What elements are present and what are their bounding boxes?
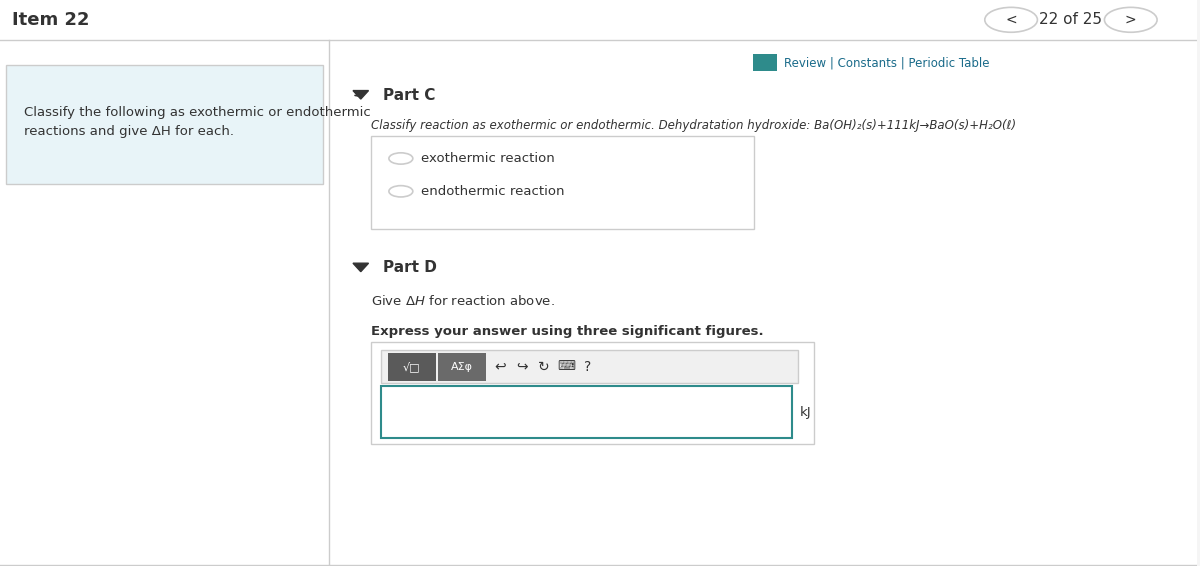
Text: ↩: ↩ — [494, 360, 506, 374]
Text: Item 22: Item 22 — [12, 11, 90, 29]
FancyBboxPatch shape — [380, 386, 792, 438]
Text: endothermic reaction: endothermic reaction — [421, 185, 565, 198]
Text: ↪: ↪ — [516, 360, 528, 374]
Text: Review | Constants | Periodic Table: Review | Constants | Periodic Table — [784, 57, 989, 69]
Text: ⌨: ⌨ — [557, 361, 575, 373]
Text: kJ: kJ — [799, 406, 811, 418]
Polygon shape — [353, 263, 368, 272]
Text: <: < — [1006, 13, 1016, 27]
Text: >: > — [1124, 13, 1136, 27]
FancyBboxPatch shape — [371, 136, 754, 229]
FancyBboxPatch shape — [438, 353, 486, 381]
Text: 22 of 25: 22 of 25 — [1039, 12, 1103, 27]
Text: √□: √□ — [403, 362, 420, 372]
Text: Part C: Part C — [383, 88, 436, 102]
FancyBboxPatch shape — [371, 342, 814, 444]
Text: exothermic reaction: exothermic reaction — [421, 152, 554, 165]
Text: Classify the following as exothermic or endothermic
reactions and give ΔH for ea: Classify the following as exothermic or … — [24, 106, 371, 138]
Text: Express your answer using three significant figures.: Express your answer using three signific… — [371, 325, 763, 337]
Polygon shape — [353, 91, 368, 99]
Text: Give $\Delta H$ for reaction above.: Give $\Delta H$ for reaction above. — [371, 294, 554, 308]
FancyBboxPatch shape — [752, 54, 776, 71]
Text: Classify reaction as exothermic or endothermic. Dehydratation hydroxide: Ba(OH)₂: Classify reaction as exothermic or endot… — [371, 119, 1016, 132]
Text: ↻: ↻ — [538, 360, 550, 374]
Text: ?: ? — [584, 360, 592, 374]
FancyBboxPatch shape — [388, 353, 436, 381]
Text: ΑΣφ: ΑΣφ — [451, 362, 473, 372]
FancyBboxPatch shape — [380, 350, 798, 383]
FancyBboxPatch shape — [6, 65, 323, 184]
Text: Part D: Part D — [383, 260, 437, 275]
